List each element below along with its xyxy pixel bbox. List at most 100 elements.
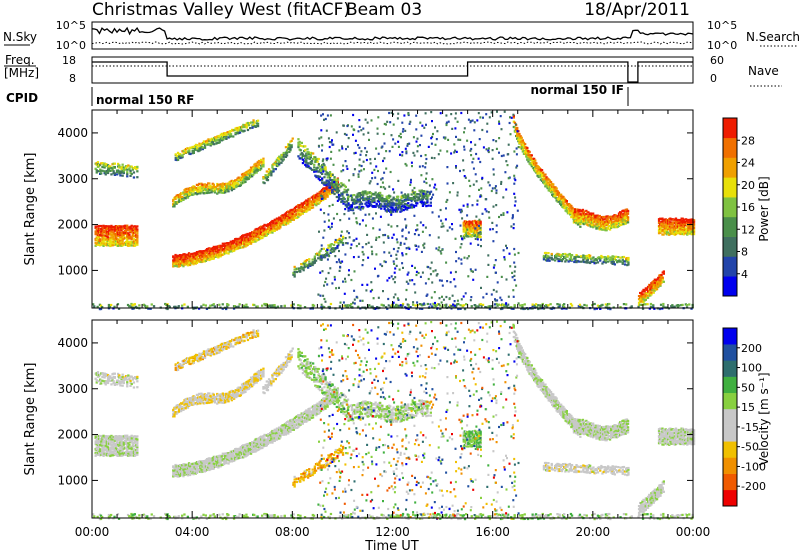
data-cell: [463, 222, 466, 225]
data-cell: [339, 301, 342, 304]
data-cell: [579, 218, 582, 221]
data-cell: [320, 247, 323, 251]
data-cell: [488, 216, 491, 219]
data-cell: [368, 195, 372, 198]
data-cell: [184, 257, 187, 260]
data-cell: [117, 226, 120, 229]
data-cell: [253, 229, 256, 232]
data-cell: [457, 302, 460, 306]
data-cell: [451, 127, 454, 130]
data-cell: [495, 147, 498, 150]
cpid-label: CPID: [6, 91, 38, 105]
data-cell: [222, 183, 226, 186]
data-cell: [512, 295, 515, 298]
data-cell: [315, 193, 318, 196]
data-cell: [537, 304, 540, 307]
data-cell: [446, 166, 449, 169]
data-cell: [405, 253, 408, 256]
data-cell: [440, 252, 443, 255]
data-cell: [547, 182, 550, 185]
data-cell: [204, 259, 208, 262]
data-cell: [330, 182, 333, 185]
data-cell: [96, 170, 100, 173]
data-cell: [343, 292, 346, 295]
data-cell: [226, 248, 229, 251]
data-cell: [577, 260, 580, 263]
data-cell: [377, 152, 380, 155]
data-cell: [222, 189, 226, 192]
data-cell: [519, 146, 522, 149]
data-cell: [172, 255, 175, 258]
data-cell: [235, 237, 238, 240]
data-cell: [193, 260, 196, 263]
data-cell: [252, 234, 255, 237]
data-cell: [361, 196, 364, 199]
data-cell: [585, 254, 588, 258]
data-cell: [209, 139, 212, 143]
data-cell: [392, 247, 395, 251]
data-cell: [281, 214, 284, 217]
data-cell: [260, 167, 263, 170]
data-cell: [463, 224, 466, 227]
data-cell: [406, 303, 409, 306]
data-cell: [213, 250, 217, 253]
data-cell: [584, 255, 587, 258]
data-cell: [276, 156, 280, 160]
data-cell: [285, 217, 289, 220]
data-cell: [620, 213, 623, 216]
data-cell: [245, 303, 248, 306]
data-cell: [315, 168, 318, 171]
data-cell: [130, 244, 133, 247]
data-cell: [569, 213, 572, 216]
data-cell: [218, 249, 221, 252]
data-cell: [117, 242, 120, 245]
data-cell: [534, 159, 537, 162]
data-cell: [527, 150, 530, 153]
data-cell: [539, 173, 542, 176]
data-cell: [398, 204, 401, 207]
data-cell: [401, 252, 404, 255]
data-cell: [548, 179, 552, 182]
data-cell: [403, 114, 406, 117]
data-cell: [121, 237, 124, 240]
data-cell: [413, 283, 416, 286]
data-cell: [301, 263, 304, 266]
data-cell: [593, 302, 596, 306]
data-cell: [301, 212, 304, 215]
data-cell: [361, 299, 364, 302]
data-cell: [352, 133, 354, 136]
data-cell: [321, 179, 324, 182]
data-cell: [524, 143, 527, 146]
data-cell: [359, 208, 362, 211]
data-cell: [446, 229, 449, 232]
data-cell: [264, 176, 267, 179]
data-cell: [218, 187, 221, 190]
data-cell: [217, 134, 220, 138]
data-cell: [252, 169, 255, 172]
data-cell: [126, 165, 129, 168]
data-cell: [573, 215, 577, 218]
data-cell: [320, 188, 324, 192]
data-cell: [128, 233, 131, 236]
data-cell: [425, 192, 428, 195]
data-cell: [313, 170, 316, 173]
data-cell: [441, 284, 444, 287]
data-cell: [505, 188, 508, 191]
data-cell: [196, 252, 200, 255]
data-cell: [603, 222, 606, 225]
data-cell: [412, 151, 415, 154]
data-cell: [569, 211, 572, 214]
data-cell: [360, 205, 364, 208]
data-cell: [347, 207, 350, 210]
data-cell: [652, 304, 655, 307]
data-cell: [563, 255, 566, 258]
data-cell: [449, 281, 452, 284]
data-cell: [96, 161, 100, 164]
data-cell: [230, 179, 233, 182]
data-cell: [569, 209, 572, 212]
data-cell: [326, 251, 329, 255]
cpid-mode-2: normal 150 IF: [531, 83, 625, 97]
data-cell: [535, 170, 538, 173]
data-cell: [569, 203, 572, 206]
data-cell: [300, 141, 303, 144]
